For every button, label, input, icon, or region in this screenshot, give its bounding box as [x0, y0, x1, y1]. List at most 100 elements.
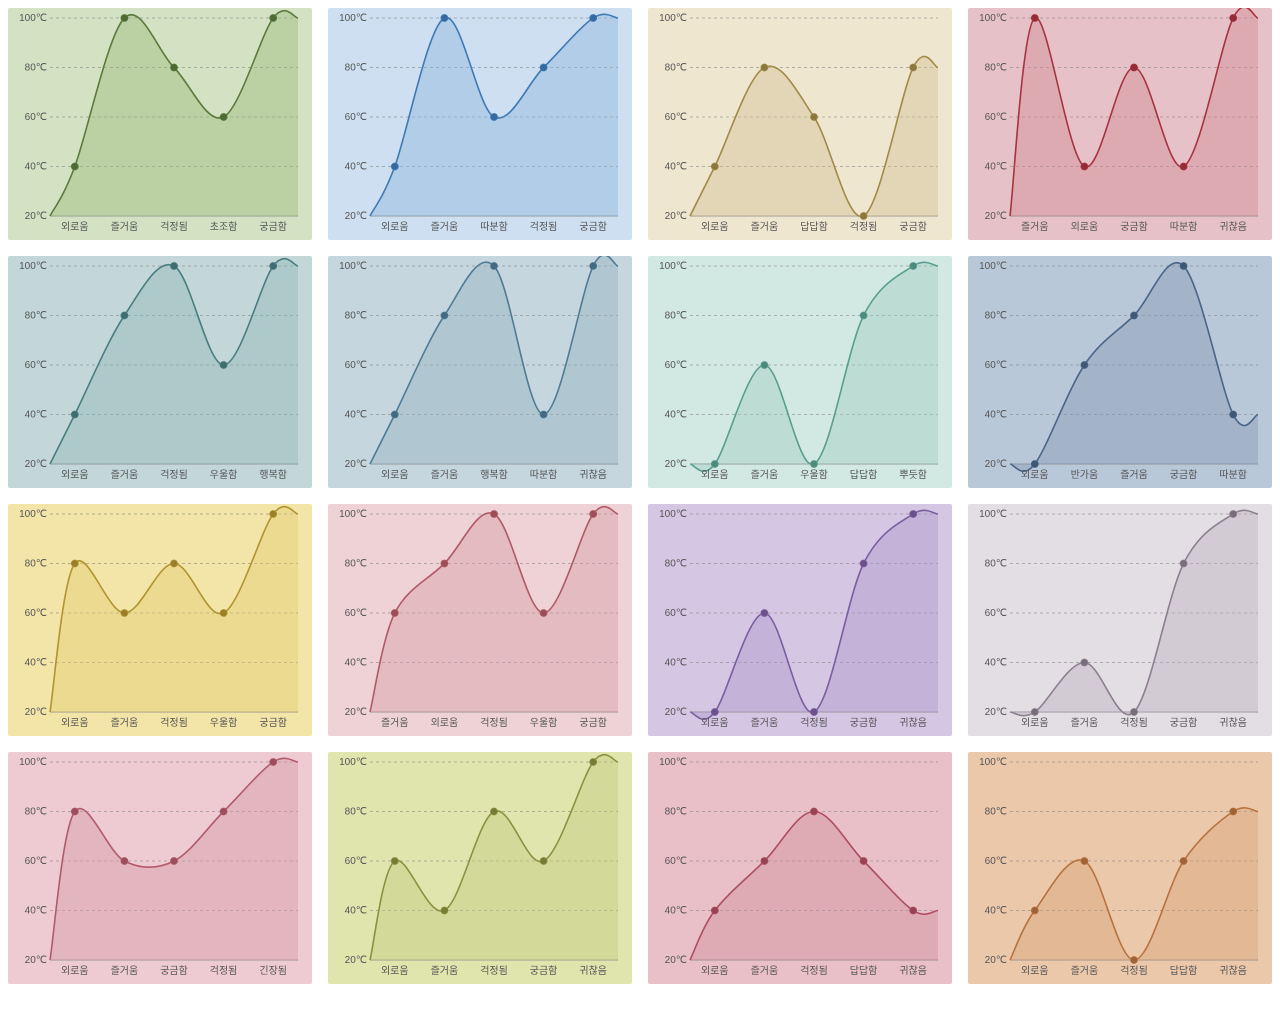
y-tick-label: 20℃: [25, 707, 47, 718]
chart-area: [690, 812, 938, 961]
chart-svg: 20℃40℃60℃80℃100℃외로움즐거움걱정됨궁금함귀찮음: [968, 504, 1272, 736]
data-point: [391, 411, 398, 418]
data-point: [1131, 709, 1138, 716]
y-tick-label: 100℃: [659, 757, 687, 768]
chart-area: [1010, 808, 1258, 960]
y-tick-label: 80℃: [665, 559, 687, 570]
data-point: [491, 511, 498, 518]
chart-area: [50, 507, 298, 712]
y-tick-label: 100℃: [19, 509, 47, 520]
data-point: [590, 15, 597, 22]
x-tick-label: 즐거움: [111, 221, 139, 233]
x-tick-label: 따분함: [530, 469, 558, 481]
x-tick-label: 외로움: [431, 717, 459, 729]
chart-panel-7: 20℃40℃60℃80℃100℃외로움반가움즐거움궁금함따분함: [968, 256, 1272, 488]
chart-area: [690, 262, 938, 471]
y-tick-label: 20℃: [345, 459, 367, 470]
y-tick-label: 20℃: [345, 955, 367, 966]
y-tick-label: 40℃: [25, 906, 47, 917]
x-tick-label: 걱정됨: [210, 965, 238, 977]
x-tick-label: 외로움: [701, 221, 729, 233]
y-tick-label: 40℃: [25, 162, 47, 173]
x-tick-label: 즐거움: [431, 469, 459, 481]
y-tick-label: 80℃: [985, 559, 1007, 570]
y-tick-label: 40℃: [345, 162, 367, 173]
y-tick-label: 20℃: [25, 955, 47, 966]
y-tick-label: 40℃: [985, 162, 1007, 173]
data-point: [761, 610, 768, 617]
y-tick-label: 40℃: [665, 906, 687, 917]
chart-grid: 20℃40℃60℃80℃100℃외로움즐거움걱정됨초조함궁금함20℃40℃60℃…: [0, 0, 1280, 992]
y-tick-label: 20℃: [665, 211, 687, 222]
chart-panel-5: 20℃40℃60℃80℃100℃외로움즐거움행복함따분함귀찮음: [328, 256, 632, 488]
x-tick-label: 외로움: [1071, 221, 1099, 233]
data-point: [1230, 808, 1237, 815]
data-point: [1081, 659, 1088, 666]
x-tick-label: 외로움: [61, 469, 89, 481]
y-tick-label: 80℃: [345, 559, 367, 570]
y-tick-label: 80℃: [665, 807, 687, 818]
data-point: [1180, 163, 1187, 170]
data-point: [811, 709, 818, 716]
chart-panel-14: 20℃40℃60℃80℃100℃외로움즐거움걱정됨답답함귀찮음: [648, 752, 952, 984]
data-point: [121, 610, 128, 617]
data-point: [1031, 907, 1038, 914]
x-tick-label: 귀찮음: [899, 965, 927, 977]
data-point: [1131, 312, 1138, 319]
data-point: [910, 64, 917, 71]
data-point: [270, 263, 277, 270]
chart-area: [50, 259, 298, 464]
chart-svg: 20℃40℃60℃80℃100℃즐거움외로움걱정됨우울함궁금함: [328, 504, 632, 736]
x-tick-label: 귀찮음: [1219, 221, 1247, 233]
y-tick-label: 60℃: [665, 608, 687, 619]
x-tick-label: 외로움: [381, 469, 409, 481]
y-tick-label: 100℃: [979, 261, 1007, 272]
x-tick-label: 외로움: [1021, 717, 1049, 729]
data-point: [491, 114, 498, 121]
x-tick-label: 즐거움: [111, 469, 139, 481]
data-point: [711, 907, 718, 914]
data-point: [441, 560, 448, 567]
x-tick-label: 걱정됨: [530, 221, 558, 233]
chart-svg: 20℃40℃60℃80℃100℃외로움즐거움걱정됨우울함행복함: [8, 256, 312, 488]
chart-area: [370, 507, 618, 712]
data-point: [391, 163, 398, 170]
x-tick-label: 답답함: [800, 221, 828, 233]
y-tick-label: 80℃: [345, 311, 367, 322]
data-point: [761, 362, 768, 369]
y-tick-label: 100℃: [659, 13, 687, 24]
data-point: [1031, 15, 1038, 22]
data-point: [220, 114, 227, 121]
data-point: [391, 858, 398, 865]
data-point: [270, 15, 277, 22]
y-tick-label: 20℃: [985, 211, 1007, 222]
y-tick-label: 20℃: [345, 707, 367, 718]
y-tick-label: 40℃: [665, 162, 687, 173]
data-point: [1180, 560, 1187, 567]
y-tick-label: 80℃: [345, 63, 367, 74]
x-tick-label: 초조함: [210, 221, 238, 233]
x-tick-label: 우울함: [210, 717, 238, 729]
x-tick-label: 뿌듯함: [899, 469, 927, 481]
data-point: [711, 709, 718, 716]
y-tick-label: 100℃: [979, 509, 1007, 520]
y-tick-label: 60℃: [25, 856, 47, 867]
y-tick-label: 40℃: [985, 410, 1007, 421]
y-tick-label: 20℃: [985, 707, 1007, 718]
y-tick-label: 20℃: [25, 459, 47, 470]
y-tick-label: 100℃: [19, 13, 47, 24]
x-tick-label: 귀찮음: [579, 469, 607, 481]
y-tick-label: 40℃: [665, 658, 687, 669]
y-tick-label: 100℃: [19, 757, 47, 768]
x-tick-label: 외로움: [1021, 469, 1049, 481]
y-tick-label: 60℃: [985, 360, 1007, 371]
x-tick-label: 즐거움: [751, 221, 779, 233]
y-tick-label: 100℃: [659, 509, 687, 520]
y-tick-label: 40℃: [25, 410, 47, 421]
x-tick-label: 궁금함: [1170, 717, 1198, 729]
data-point: [1031, 709, 1038, 716]
y-tick-label: 60℃: [985, 856, 1007, 867]
x-tick-label: 즐거움: [1120, 469, 1148, 481]
y-tick-label: 20℃: [25, 211, 47, 222]
data-point: [910, 907, 917, 914]
